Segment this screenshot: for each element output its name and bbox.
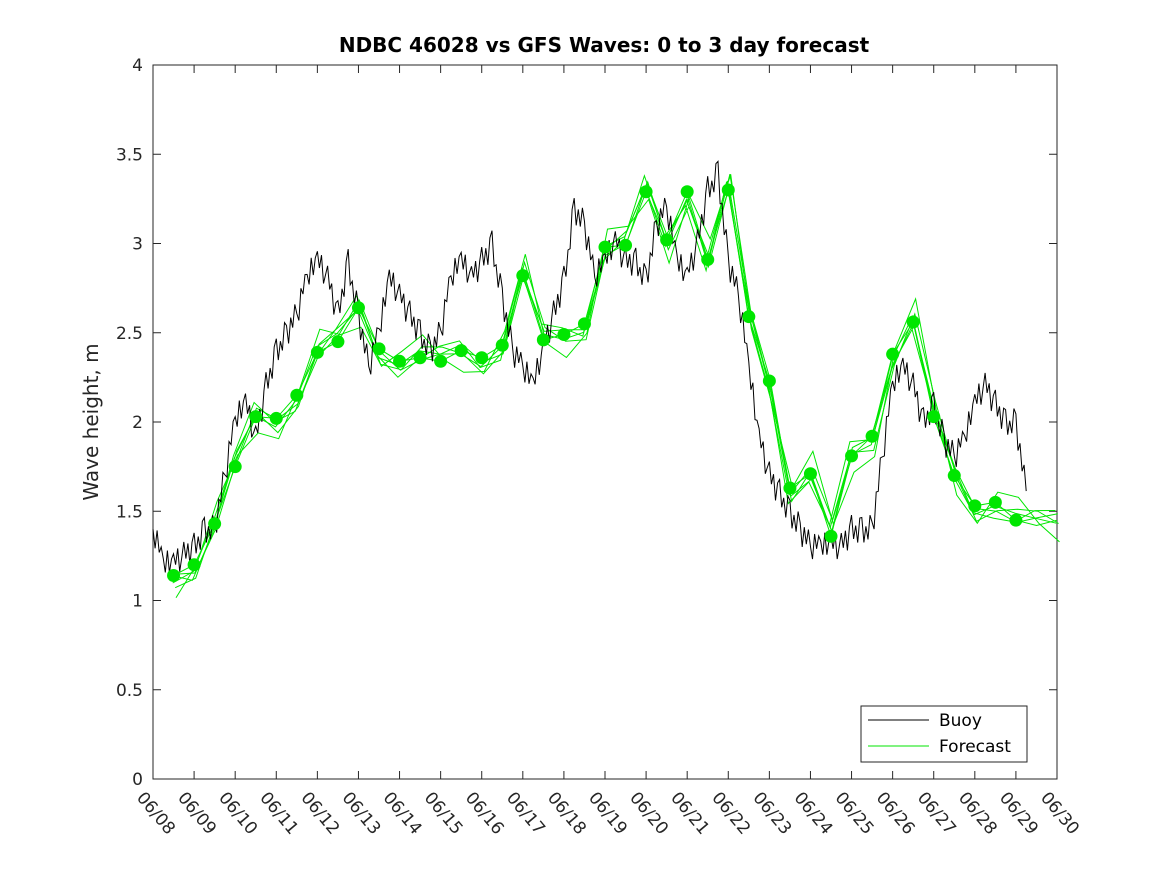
forecast-point (167, 569, 181, 583)
forecast-point (927, 410, 941, 424)
forecast-point (619, 238, 633, 252)
forecast-point (310, 345, 324, 359)
forecast-point (249, 410, 263, 424)
forecast-point (803, 467, 817, 481)
forecast-point (721, 183, 735, 197)
y-tick-label: 2 (132, 413, 143, 433)
forecast-point (577, 317, 591, 331)
buoy-line (152, 160, 1027, 573)
y-tick-label: 0.5 (116, 681, 143, 701)
forecast-point (1009, 513, 1023, 527)
forecast-point (865, 429, 879, 443)
forecast-point (536, 333, 550, 347)
y-tick-label: 1.5 (116, 502, 143, 522)
forecast-point (557, 328, 571, 342)
series-layer (152, 160, 1060, 599)
y-axis-label: Wave height, m (79, 343, 103, 500)
chart-title: NDBC 46028 vs GFS Waves: 0 to 3 day fore… (339, 33, 870, 57)
legend-box (860, 705, 1028, 763)
y-tick-label: 4 (132, 56, 143, 76)
legend: Buoy Forecast (860, 705, 1028, 763)
forecast-point (475, 351, 489, 365)
forecast-point (680, 185, 694, 199)
forecast-point (516, 269, 530, 283)
y-tick-label: 3.5 (116, 145, 143, 165)
forecast-point (886, 347, 900, 361)
forecast-run-line (175, 174, 1060, 599)
forecast-point (762, 374, 776, 388)
forecast-point (351, 301, 365, 315)
forecast-point (187, 558, 201, 572)
forecast-point (639, 185, 653, 199)
forecast-point (372, 342, 386, 356)
y-tick-label: 1 (132, 592, 143, 612)
forecast-point (701, 253, 715, 267)
forecast-point (331, 335, 345, 349)
forecast-point (845, 449, 859, 463)
y-axis: 0 0.5 1 1.5 2 2.5 3 3.5 4 (116, 56, 1057, 790)
forecast-point (228, 460, 242, 474)
forecast-point (968, 499, 982, 513)
forecast-point (988, 495, 1002, 509)
legend-buoy-label: Buoy (939, 711, 982, 731)
forecast-point (660, 233, 674, 247)
forecast-point (947, 469, 961, 483)
y-tick-label: 3 (132, 235, 143, 255)
forecast-point (495, 338, 509, 352)
forecast-point (434, 354, 448, 368)
forecast-point (454, 344, 468, 358)
forecast-point (598, 240, 612, 254)
forecast-point (208, 517, 222, 531)
legend-forecast-label: Forecast (939, 737, 1011, 757)
forecast-point (393, 354, 407, 368)
forecast-point (742, 310, 756, 324)
forecast-point (824, 529, 838, 543)
forecast-point (783, 481, 797, 495)
plot-area (152, 64, 1058, 780)
y-tick-label: 0 (132, 770, 143, 790)
forecast-point (906, 315, 920, 329)
forecast-point (290, 388, 304, 402)
y-tick-label: 2.5 (116, 324, 143, 344)
forecast-point (413, 351, 427, 365)
forecast-point (269, 411, 283, 425)
